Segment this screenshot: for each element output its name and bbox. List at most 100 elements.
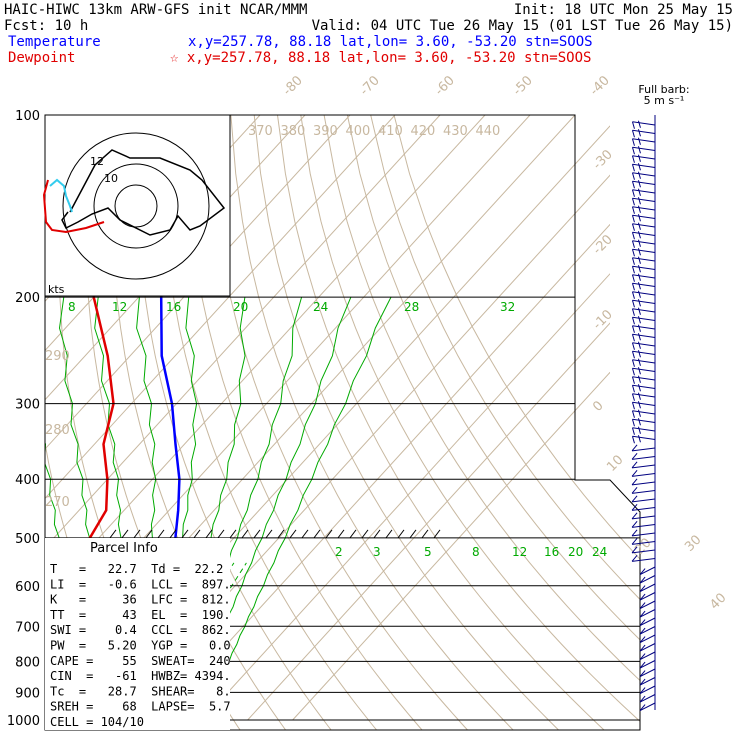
level-tick bbox=[133, 529, 141, 539]
header-forecast: Fcst: 10 h bbox=[4, 18, 88, 34]
pressure-label: 900 bbox=[15, 686, 40, 701]
parcel-info-title: Parcel Info bbox=[90, 541, 158, 556]
dry-adiabat-line bbox=[277, 115, 608, 730]
level-tick bbox=[289, 529, 297, 539]
level-tick bbox=[349, 529, 357, 539]
wind-barb bbox=[631, 205, 656, 214]
wind-barb bbox=[631, 154, 656, 163]
parcel-info-row: T = 22.7 Td = 22.2 bbox=[50, 562, 223, 576]
hodograph-ring-outer bbox=[62, 132, 210, 280]
pressure-label: 1000 bbox=[7, 714, 40, 729]
level-tick bbox=[205, 529, 213, 539]
legend-dewpoint: Dewpoint bbox=[8, 50, 75, 66]
hodograph-trace-cyan bbox=[49, 178, 73, 213]
wind-barb bbox=[631, 214, 656, 223]
level-tick bbox=[217, 529, 225, 539]
wind-barb bbox=[639, 626, 656, 635]
theta-label: 270 bbox=[45, 495, 70, 510]
theta-label: 440 bbox=[476, 124, 501, 139]
level-tick bbox=[337, 529, 345, 539]
wind-barb bbox=[631, 129, 656, 138]
wind-barb bbox=[631, 495, 656, 503]
theta-label: 410 bbox=[378, 124, 403, 139]
level-tick bbox=[277, 529, 285, 539]
wind-barb bbox=[631, 171, 656, 180]
wind-barb bbox=[631, 239, 656, 248]
wind-barb bbox=[631, 197, 656, 206]
wind-barb bbox=[631, 418, 656, 427]
wind-barb bbox=[631, 188, 656, 197]
mixing-ratio-label: 12 bbox=[112, 300, 127, 314]
parcel-info-frame bbox=[45, 538, 230, 730]
wind-barb bbox=[639, 634, 656, 643]
mixing-ratio-label: 16 bbox=[544, 545, 559, 559]
wind-barb bbox=[631, 299, 656, 308]
wind-barb bbox=[639, 660, 656, 669]
wind-barb bbox=[639, 566, 656, 575]
parcel-info-box: Parcel Info T = 22.7 Td = 22.2LI = -0.6 … bbox=[45, 538, 231, 730]
mixing-ratio-label: 8 bbox=[68, 300, 76, 314]
barb-legend-line2: 5 m s⁻¹ bbox=[644, 94, 685, 107]
dry-adiabat-line bbox=[370, 115, 640, 730]
mixing-ratio-label: 24 bbox=[592, 545, 607, 559]
wind-barb bbox=[639, 583, 656, 592]
mixing-ratio-label: 20 bbox=[568, 545, 583, 559]
theta-label: 400 bbox=[346, 124, 371, 139]
wind-barb bbox=[631, 282, 656, 291]
isotherm-label: -50 bbox=[510, 73, 536, 99]
pressure-label: 200 bbox=[15, 291, 40, 306]
wind-barb bbox=[639, 677, 656, 686]
dry-adiabat-line bbox=[0, 115, 14, 733]
isotherm-label: -10 bbox=[590, 307, 616, 333]
wind-barb bbox=[639, 702, 656, 711]
wind-barb bbox=[639, 685, 656, 694]
parcel-info-row: Tc = 28.7 SHEAR= 8. bbox=[50, 684, 231, 698]
wind-barb bbox=[631, 222, 656, 231]
level-tick bbox=[181, 529, 189, 539]
level-tick bbox=[361, 529, 369, 539]
wind-barb bbox=[639, 609, 656, 618]
wind-barb bbox=[631, 478, 656, 486]
wind-barb bbox=[631, 375, 656, 384]
level-tick bbox=[157, 529, 165, 539]
theta-label: 390 bbox=[313, 124, 338, 139]
wind-barb bbox=[631, 358, 656, 367]
wind-barb bbox=[631, 409, 656, 418]
theta-label: 380 bbox=[281, 124, 306, 139]
level-tick bbox=[121, 529, 129, 539]
mixing-ratio-label: 8 bbox=[472, 545, 480, 559]
isotherm-line bbox=[247, 115, 640, 721]
dry-adiabat-line bbox=[135, 115, 334, 730]
wind-barb bbox=[631, 256, 656, 265]
pressure-label: 400 bbox=[15, 473, 40, 488]
level-tick bbox=[421, 529, 429, 539]
level-tick bbox=[193, 529, 201, 539]
mixing-ratio-label: 28 bbox=[404, 300, 419, 314]
isotherm-line bbox=[202, 115, 640, 721]
hodograph-ring-label-12: 12 bbox=[90, 155, 104, 168]
isotherm-label: 0 bbox=[590, 398, 606, 414]
wind-barb bbox=[631, 307, 656, 316]
wind-barb bbox=[631, 512, 656, 520]
wind-barb bbox=[631, 470, 656, 477]
isotherm-label: 30 bbox=[682, 533, 704, 555]
wind-barb bbox=[631, 444, 656, 452]
dry-adiabat-line bbox=[346, 115, 640, 730]
header-valid: Valid: 04 UTC Tue 26 May 15 (01 LST Tue … bbox=[312, 18, 733, 34]
wind-barb bbox=[639, 651, 656, 660]
isotherm-label: -70 bbox=[357, 73, 383, 99]
moist-adiabat-line bbox=[0, 297, 6, 733]
wind-barb bbox=[631, 248, 656, 257]
pressure-label: 100 bbox=[15, 109, 40, 124]
wind-barb bbox=[631, 324, 656, 333]
pressure-label: 700 bbox=[15, 620, 40, 635]
wind-barb bbox=[639, 668, 656, 677]
theta-label: 290 bbox=[45, 349, 70, 364]
wind-barb bbox=[639, 643, 656, 652]
isotherm-line bbox=[45, 115, 486, 721]
parcel-info-row: SWI = 0.4 CCL = 862. bbox=[50, 623, 231, 637]
level-tick bbox=[169, 529, 177, 539]
pressure-label: 800 bbox=[15, 655, 40, 670]
wind-barb bbox=[631, 367, 656, 376]
